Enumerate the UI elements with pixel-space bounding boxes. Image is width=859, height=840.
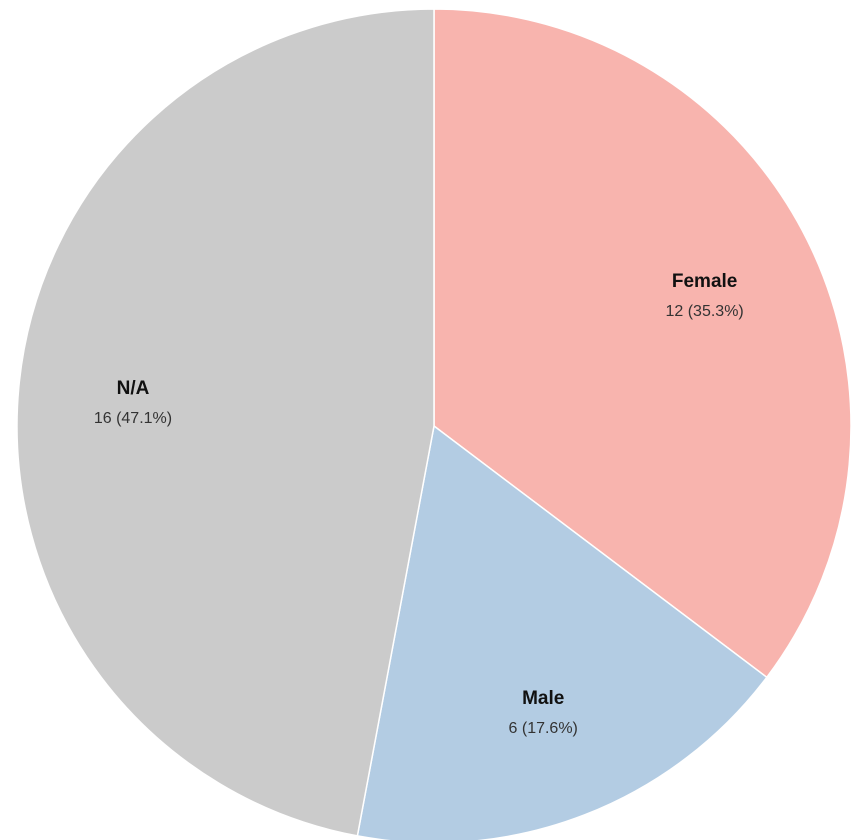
slice-label-value: 16 (47.1%)	[94, 410, 172, 427]
pie-slices	[16, 8, 852, 840]
pie-slice-female	[433, 8, 852, 679]
slice-label-value: 6 (17.6%)	[509, 720, 578, 737]
slice-label-name: Male	[522, 688, 564, 709]
pie-slice-n-a	[16, 8, 435, 837]
slice-label-value: 12 (35.3%)	[665, 303, 743, 320]
slice-label-name: Female	[672, 271, 737, 292]
pie-labels: Female 12 (35.3%) Male 6 (17.6%) N/A 16 (47.1…	[94, 271, 744, 737]
slice-label-name: N/A	[117, 378, 150, 399]
pie-slice-male	[356, 424, 768, 840]
